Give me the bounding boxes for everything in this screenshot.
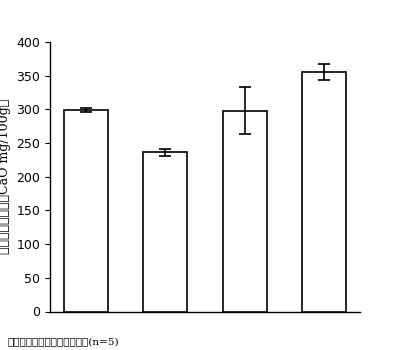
Bar [144,153,187,312]
Y-axis label: カルシウム濃度（CaO mg/100g）: カルシウム濃度（CaO mg/100g） [0,99,11,254]
Text: エラーバーは標準偏差を示す(n=5): エラーバーは標準偏差を示す(n=5) [8,337,120,346]
Bar [223,111,266,312]
Bar [302,72,346,312]
Bar [64,110,108,312]
